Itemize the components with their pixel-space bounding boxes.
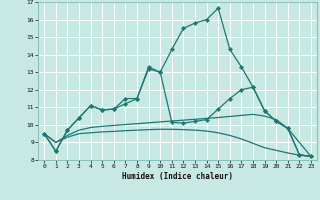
X-axis label: Humidex (Indice chaleur): Humidex (Indice chaleur) [122,172,233,181]
